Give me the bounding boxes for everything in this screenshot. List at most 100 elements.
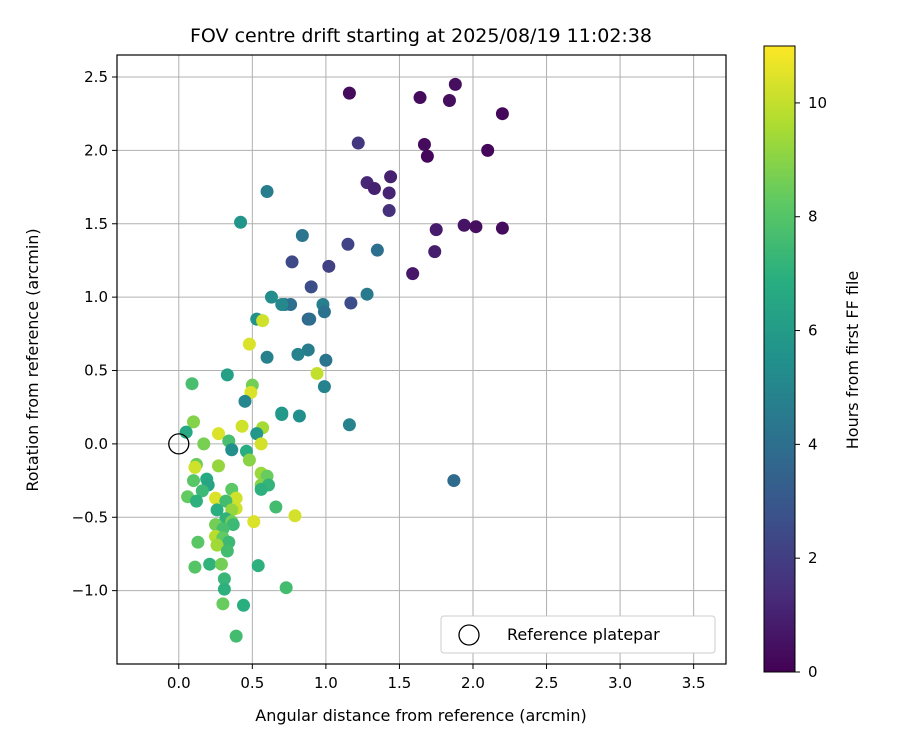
scatter-point bbox=[310, 366, 324, 380]
x-axis-label: Angular distance from reference (arcmin) bbox=[255, 706, 586, 725]
x-axis-ticks: 0.0 0.5 1.0 1.5 2.0 2.5 3.0 3.5 bbox=[167, 664, 706, 692]
scatter-point bbox=[214, 557, 228, 571]
scatter-point bbox=[279, 581, 293, 595]
colorbar: 0 2 4 6 8 10 Hours from first FF file bbox=[763, 45, 862, 681]
scatter-point bbox=[247, 515, 261, 529]
colorbar-gradient bbox=[763, 45, 796, 673]
scatter-point bbox=[250, 427, 264, 441]
scatter-point bbox=[237, 598, 251, 612]
scatter-point bbox=[457, 218, 471, 232]
scatter-point bbox=[322, 259, 336, 273]
scatter-point bbox=[417, 138, 431, 152]
colorbar-tick-label: 4 bbox=[808, 435, 818, 453]
x-tick-label: 3.0 bbox=[608, 674, 632, 692]
scatter-point bbox=[256, 314, 270, 328]
scatter-point bbox=[367, 182, 381, 196]
scatter-point bbox=[291, 347, 305, 361]
scatter-point bbox=[275, 297, 289, 311]
colorbar-tick-label: 2 bbox=[808, 549, 818, 567]
scatter-point bbox=[275, 408, 289, 422]
scatter-point bbox=[260, 350, 274, 364]
y-tick-label: 2.5 bbox=[84, 68, 108, 86]
legend-marker bbox=[458, 624, 480, 646]
plot-frame bbox=[116, 54, 727, 665]
scatter-point bbox=[264, 290, 278, 304]
scatter-point bbox=[188, 560, 202, 574]
scatter-point bbox=[225, 443, 239, 457]
scatter-point bbox=[191, 535, 205, 549]
scatter-point bbox=[429, 223, 443, 237]
x-tick-label: 2.0 bbox=[461, 674, 485, 692]
y-tick-label: −1.0 bbox=[72, 582, 108, 600]
scatter-point bbox=[481, 143, 495, 157]
scatter-point bbox=[220, 368, 234, 382]
scatter-point bbox=[238, 394, 252, 408]
x-tick-label: 3.5 bbox=[682, 674, 706, 692]
scatter-point bbox=[303, 312, 317, 326]
scatter-point bbox=[292, 409, 306, 423]
scatter-point bbox=[344, 296, 358, 310]
y-tick-label: 1.5 bbox=[84, 215, 108, 233]
scatter-point bbox=[220, 544, 234, 558]
scatter-point bbox=[319, 353, 333, 367]
legend: Reference platepar bbox=[440, 615, 716, 654]
y-tick-label: 1.0 bbox=[84, 288, 108, 306]
scatter-points bbox=[179, 77, 509, 643]
scatter-point bbox=[186, 474, 200, 488]
colorbar-tick-label: 10 bbox=[808, 94, 827, 112]
scatter-point bbox=[360, 287, 374, 301]
scatter-point bbox=[203, 557, 217, 571]
scatter-point bbox=[442, 93, 456, 107]
scatter-point bbox=[210, 503, 224, 517]
scatter-point bbox=[254, 437, 268, 451]
scatter-point bbox=[242, 337, 256, 351]
scatter-point bbox=[234, 215, 248, 229]
scatter-point bbox=[317, 305, 331, 319]
scatter-point bbox=[304, 280, 318, 294]
scatter-point bbox=[351, 136, 365, 150]
x-tick-label: 0.0 bbox=[167, 674, 191, 692]
y-tick-label: 0.0 bbox=[84, 435, 108, 453]
y-axis-label: Rotation from reference (arcmin) bbox=[23, 228, 42, 491]
scatter-point bbox=[242, 453, 256, 467]
colorbar-tick-label: 0 bbox=[808, 663, 818, 681]
scatter-point bbox=[342, 86, 356, 100]
scatter-point bbox=[469, 220, 483, 234]
colorbar-label: Hours from first FF file bbox=[843, 271, 862, 450]
legend-label: Reference platepar bbox=[507, 625, 660, 644]
scatter-point bbox=[229, 491, 243, 505]
scatter-point bbox=[189, 494, 203, 508]
scatter-point bbox=[428, 245, 442, 259]
colorbar-tick-label: 6 bbox=[808, 322, 818, 340]
scatter-point bbox=[382, 204, 396, 218]
scatter-point bbox=[288, 509, 302, 523]
scatter-point bbox=[195, 484, 209, 498]
x-tick-label: 1.0 bbox=[314, 674, 338, 692]
scatter-point bbox=[406, 267, 420, 281]
scatter-point bbox=[212, 427, 225, 441]
scatter-point bbox=[251, 559, 265, 573]
scatter-point bbox=[285, 255, 299, 269]
scatter-point bbox=[341, 237, 355, 251]
scatter-point bbox=[188, 460, 202, 474]
y-tick-label: 0.5 bbox=[84, 362, 108, 380]
scatter-point bbox=[209, 491, 223, 505]
y-axis-ticks: −1.0 −0.5 0.0 0.5 1.0 1.5 2.0 2.5 bbox=[72, 68, 117, 600]
x-tick-label: 2.5 bbox=[535, 674, 559, 692]
scatter-point bbox=[269, 500, 283, 514]
y-tick-label: −0.5 bbox=[72, 508, 108, 526]
scatter-point bbox=[235, 419, 249, 433]
scatter-point bbox=[448, 77, 462, 91]
scatter-point bbox=[301, 343, 315, 357]
scatter-point bbox=[185, 377, 199, 391]
scatter-point bbox=[217, 572, 231, 586]
scatter-point bbox=[186, 415, 200, 429]
scatter-point bbox=[495, 107, 509, 121]
colorbar-ticks: 0 2 4 6 8 10 bbox=[795, 94, 827, 681]
scatter-point bbox=[495, 221, 509, 235]
colorbar-tick-label: 8 bbox=[808, 208, 818, 226]
scatter-point bbox=[212, 459, 225, 473]
x-tick-label: 1.5 bbox=[388, 674, 412, 692]
y-tick-label: 2.0 bbox=[84, 141, 108, 159]
